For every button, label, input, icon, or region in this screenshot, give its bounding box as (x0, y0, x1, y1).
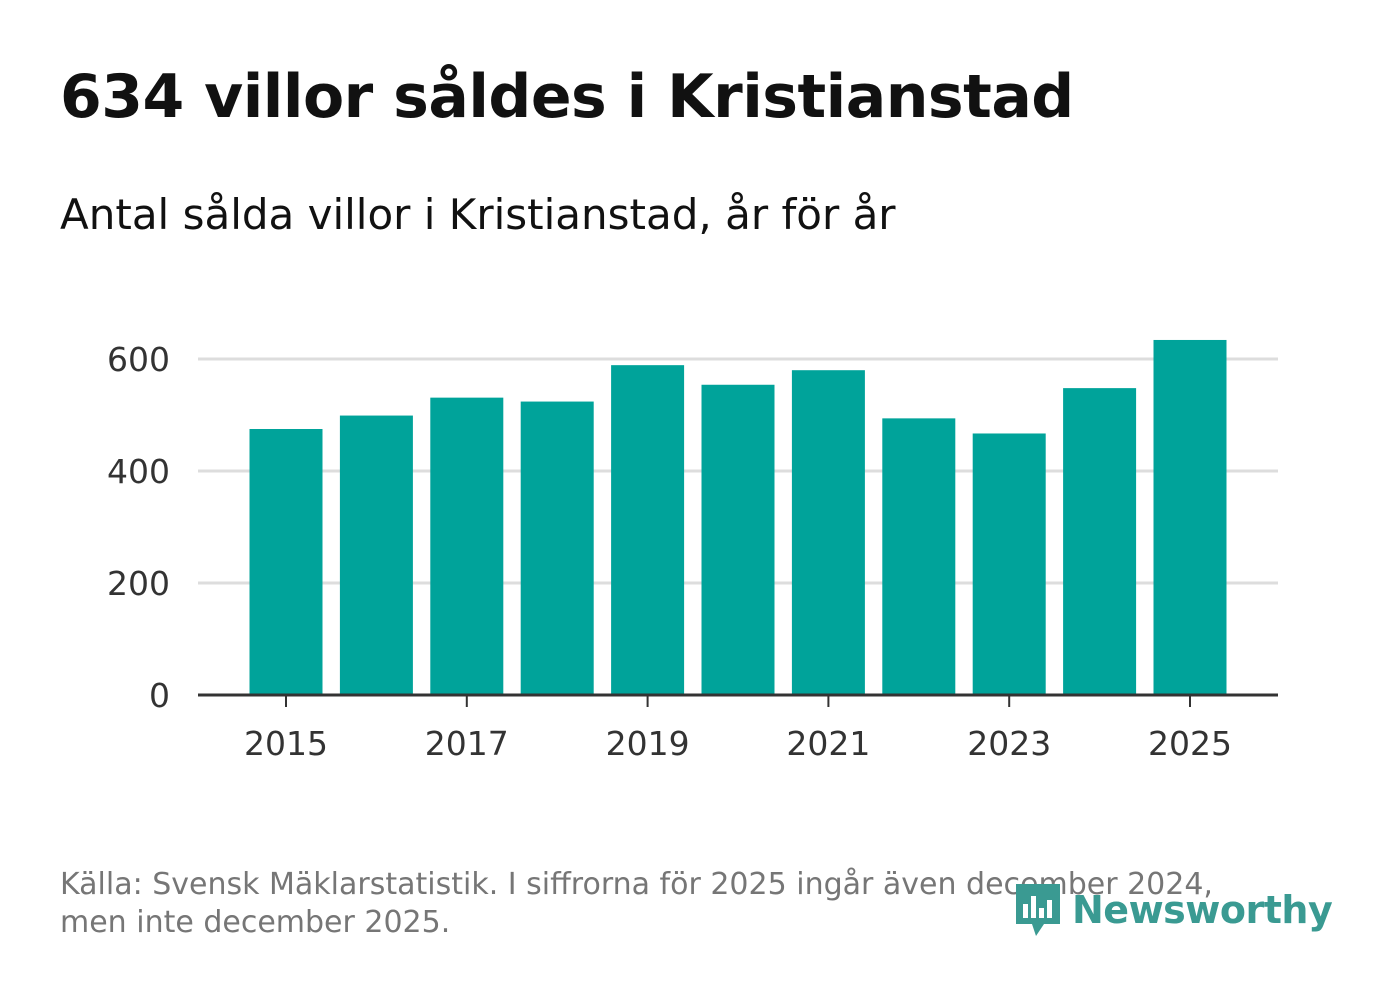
x-tick-label-2017: 2017 (425, 724, 509, 763)
bar-2020 (701, 384, 775, 695)
bar-2016 (339, 415, 413, 695)
x-tick-label-2023: 2023 (967, 724, 1051, 763)
bar-2023 (972, 433, 1046, 695)
chart-subtitle: Antal sålda villor i Kristianstad, år fö… (60, 190, 896, 239)
x-tick-label-2021: 2021 (786, 724, 870, 763)
bar-2021 (791, 370, 865, 695)
bar-2017 (430, 397, 504, 695)
y-tick-label-400: 400 (107, 452, 170, 491)
logo-text: Newsworthy (1072, 888, 1333, 932)
chart-title: 634 villor såldes i Kristianstad (60, 62, 1074, 132)
x-tick-label-2019: 2019 (606, 724, 690, 763)
bar-2019 (611, 365, 685, 695)
x-tick-label-2015: 2015 (244, 724, 328, 763)
bar-2022 (882, 418, 956, 695)
y-tick-label-200: 200 (107, 564, 170, 603)
source-note-line-2: men inte december 2025. (60, 905, 451, 940)
bar-2024 (1063, 388, 1137, 695)
y-tick-label-600: 600 (107, 340, 170, 379)
y-tick-label-0: 0 (149, 676, 170, 715)
newsworthy-bar-chart-icon (1016, 884, 1060, 936)
newsworthy-logo: Newsworthy (1012, 880, 1333, 940)
bar-2015 (249, 429, 323, 695)
bar-2025 (1153, 339, 1227, 695)
bar-2018 (520, 401, 594, 695)
x-tick-label-2025: 2025 (1148, 724, 1232, 763)
